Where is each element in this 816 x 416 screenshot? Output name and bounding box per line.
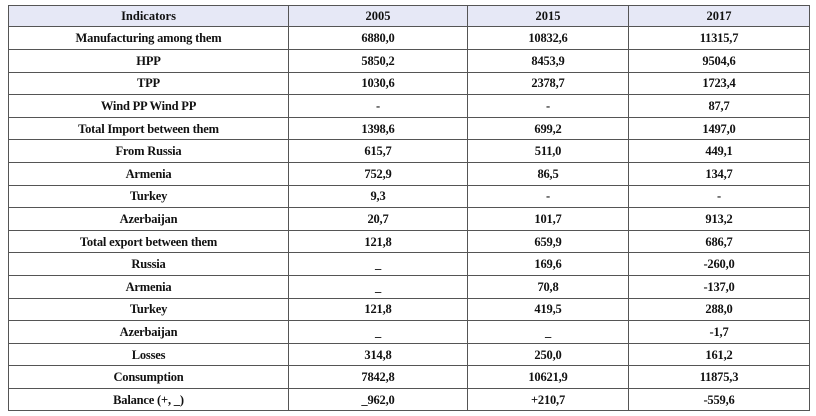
value-2015-cell: 10832,6 xyxy=(467,26,629,50)
header-2005: 2005 xyxy=(288,4,468,28)
table-row: Manufacturing among them 6880,0 10832,6 113… xyxy=(8,26,810,50)
value-2005-cell: 7842,8 xyxy=(288,365,468,389)
indicator-cell: Consumption xyxy=(8,365,289,389)
value-2015-cell: 169,6 xyxy=(467,252,629,276)
table-row: Armenia _ 70,8 -137,0 xyxy=(8,274,810,299)
table-row: Consumption 7842,8 10621,9 11875,3 xyxy=(8,365,810,389)
value-2005-cell: 615,7 xyxy=(288,139,468,163)
indicator-cell: HPP xyxy=(8,48,289,73)
indicator-cell: Turkey xyxy=(8,297,289,322)
indicator-cell: Turkey xyxy=(8,184,289,209)
value-2005-cell: 752,9 xyxy=(288,161,468,186)
value-2017-cell: - xyxy=(628,184,810,209)
value-2005-cell: 121,8 xyxy=(288,297,468,322)
indicator-cell: Manufacturing among them xyxy=(8,26,289,50)
indicator-cell: Losses xyxy=(8,342,289,367)
value-2005-cell: 1398,6 xyxy=(288,116,468,141)
value-2017-cell: -260,0 xyxy=(628,252,810,276)
value-2017-cell: -559,6 xyxy=(628,387,810,412)
value-2015-cell: 699,2 xyxy=(467,116,629,141)
header-indicators: Indicators xyxy=(8,4,289,28)
indicator-cell: Wind PP Wind PP xyxy=(8,94,289,118)
table-row: From Russia 615,7 511,0 449,1 xyxy=(8,139,810,163)
value-2005-cell: 9,3 xyxy=(288,184,468,209)
table-row: TPP 1030,6 2378,7 1723,4 xyxy=(8,71,810,96)
value-2017-cell: 913,2 xyxy=(628,207,810,231)
value-2017-cell: -1,7 xyxy=(628,320,810,344)
indicator-cell: Azerbaijan xyxy=(8,207,289,231)
table-row: Losses 314,8 250,0 161,2 xyxy=(8,342,810,367)
value-2015-cell: 659,9 xyxy=(467,229,629,254)
value-2017-cell: 288,0 xyxy=(628,297,810,322)
value-2005-cell: _962,0 xyxy=(288,387,468,412)
value-2015-cell: 86,5 xyxy=(467,161,629,186)
value-2005-cell: 20,7 xyxy=(288,207,468,231)
value-2015-cell: 8453,9 xyxy=(467,48,629,73)
value-2005-cell: 121,8 xyxy=(288,229,468,254)
value-2017-cell: 161,2 xyxy=(628,342,810,367)
value-2017-cell: 134,7 xyxy=(628,161,810,186)
value-2015-cell: - xyxy=(467,184,629,209)
value-2017-cell: 11875,3 xyxy=(628,365,810,389)
value-2005-cell: _ xyxy=(288,252,468,276)
value-2017-cell: 686,7 xyxy=(628,229,810,254)
value-2015-cell: +210,7 xyxy=(467,387,629,412)
value-2005-cell: 314,8 xyxy=(288,342,468,367)
header-row: Indicators 2005 2015 2017 xyxy=(8,4,810,28)
indicator-cell: Total Import between them xyxy=(8,116,289,141)
indicator-cell: Total export between them xyxy=(8,229,289,254)
value-2017-cell: 1723,4 xyxy=(628,71,810,96)
table-row: Turkey 121,8 419,5 288,0 xyxy=(8,297,810,322)
value-2015-cell: 511,0 xyxy=(467,139,629,163)
table-row: Russia _ 169,6 -260,0 xyxy=(8,252,810,276)
indicator-cell: From Russia xyxy=(8,139,289,163)
table-row: Total Import between them 1398,6 699,2 1497… xyxy=(8,116,810,141)
value-2015-cell: 70,8 xyxy=(467,274,629,299)
header-2015: 2015 xyxy=(467,4,629,28)
value-2015-cell: 10621,9 xyxy=(467,365,629,389)
table-row: Wind PP Wind PP - -87,7 xyxy=(8,94,810,118)
data-table: Indicators 2005 2015 2017 Manufacturing … xyxy=(8,4,810,412)
value-2015-cell: _ xyxy=(467,320,629,344)
indicator-cell: Armenia xyxy=(8,161,289,186)
table-row: HPP 5850,2 8453,9 9504,6 xyxy=(8,48,810,73)
header-2017: 2017 xyxy=(628,4,810,28)
value-2017-cell: 9504,6 xyxy=(628,48,810,73)
indicator-cell: Azerbaijan xyxy=(8,320,289,344)
value-2015-cell: 101,7 xyxy=(467,207,629,231)
value-2005-cell: 1030,6 xyxy=(288,71,468,96)
value-2015-cell: 250,0 xyxy=(467,342,629,367)
value-2005-cell: 5850,2 xyxy=(288,48,468,73)
table-row: Armenia 752,9 86,5 134,7 xyxy=(8,161,810,186)
table-row: Balance (+, _) _962,0 +210,7 -559,6 xyxy=(8,387,810,412)
indicator-cell: TPP xyxy=(8,71,289,96)
value-2017-cell: 1497,0 xyxy=(628,116,810,141)
value-2015-cell: 2378,7 xyxy=(467,71,629,96)
value-2017-cell: 87,7 xyxy=(628,94,810,118)
value-2017-cell: 11315,7 xyxy=(628,26,810,50)
table-row: Total export between them 121,8 659,9 686,7 xyxy=(8,229,810,254)
table-row: Azerbaijan 20,7 101,7 913,2 xyxy=(8,207,810,231)
value-2005-cell: - xyxy=(288,94,468,118)
value-2015-cell: 419,5 xyxy=(467,297,629,322)
value-2005-cell: 6880,0 xyxy=(288,26,468,50)
value-2017-cell: -137,0 xyxy=(628,274,810,299)
value-2015-cell: - xyxy=(467,94,629,118)
indicator-cell: Armenia xyxy=(8,274,289,299)
indicator-cell: Balance (+, _) xyxy=(8,387,289,412)
indicator-cell: Russia xyxy=(8,252,289,276)
value-2005-cell: _ xyxy=(288,320,468,344)
table-row: Turkey 9,3- - xyxy=(8,184,810,209)
value-2005-cell: _ xyxy=(288,274,468,299)
table-row: Azerbaijan _ _ -1,7 xyxy=(8,320,810,344)
value-2017-cell: 449,1 xyxy=(628,139,810,163)
